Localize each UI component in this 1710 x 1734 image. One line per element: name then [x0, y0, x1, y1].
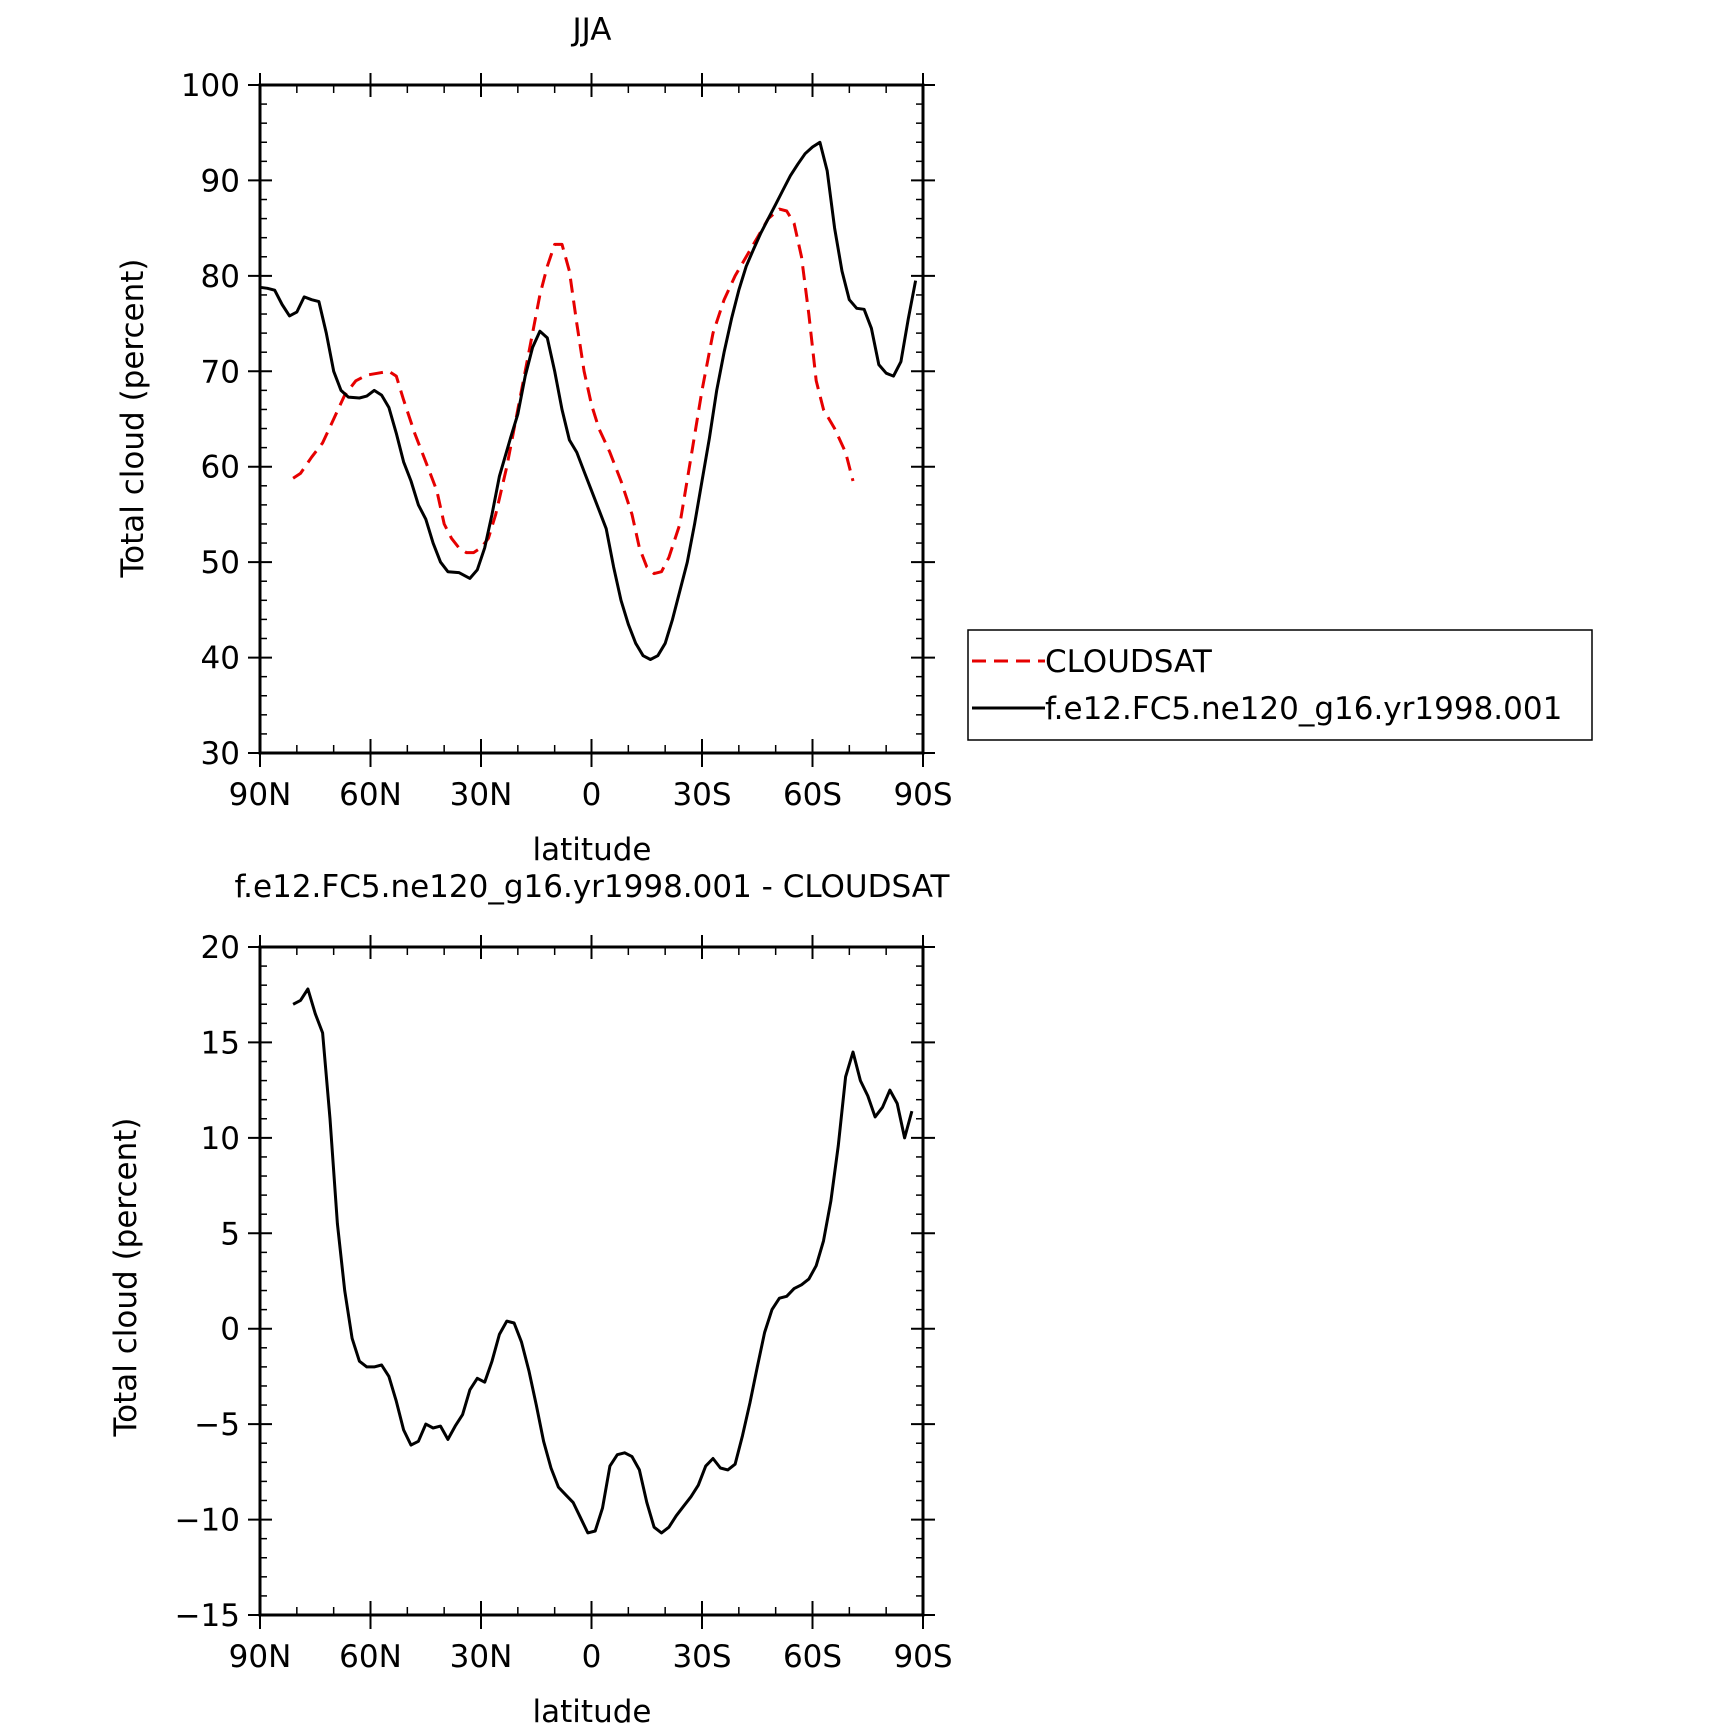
x-tick-label: 0 [582, 777, 602, 813]
x-tick-label: 90N [229, 1639, 292, 1675]
y-tick-label: 70 [201, 354, 240, 390]
x-tick-label: 0 [582, 1639, 602, 1675]
top-panel: JJA Total cloud (percent) latitude 30 40 5… [115, 12, 1593, 868]
x-tick-label: 30N [450, 1639, 513, 1675]
x-axis-label: latitude [533, 832, 652, 868]
y-tick-label: −10 [175, 1503, 240, 1539]
y-tick-label: −15 [175, 1598, 240, 1634]
legend-box [967, 629, 1593, 741]
series-line-0 [292, 987, 914, 1535]
y-tick-label: −5 [194, 1407, 240, 1443]
x-tick-label: 90S [893, 1639, 952, 1675]
plot-frame [258, 83, 925, 755]
x-tick-label: 30S [672, 1639, 731, 1675]
chart-title: f.e12.FC5.ne120_g16.yr1998.001 - CLOUDSA… [235, 869, 951, 905]
series-line-f-e12-fc5-ne120-g16-yr1998-001 [259, 140, 918, 661]
x-tick-label: 60N [339, 777, 402, 813]
y-tick-label: 20 [201, 930, 240, 966]
y-tick-label: 60 [201, 450, 240, 486]
chart-title: JJA [571, 12, 612, 48]
y-tick-label: 40 [201, 641, 240, 677]
y-axis-label: Total cloud (percent) [115, 259, 151, 579]
x-tick-label: 30S [672, 777, 731, 813]
y-tick-label: 50 [201, 545, 240, 581]
y-tick-label: 80 [201, 259, 240, 295]
y-tick-label: 100 [181, 68, 240, 104]
x-axis-label: latitude [533, 1694, 652, 1730]
x-tick-label: 30N [450, 777, 513, 813]
y-tick-label: 15 [201, 1025, 240, 1061]
legend-label-model: f.e12.FC5.ne120_g16.yr1998.001 [1045, 691, 1562, 727]
legend: CLOUDSAT f.e12.FC5.ne120_g16.yr1998.001 [967, 629, 1593, 741]
y-tick-label: 90 [201, 163, 240, 199]
legend-label-cloudsat: CLOUDSAT [1045, 644, 1213, 680]
x-tick-label: 60N [339, 1639, 402, 1675]
x-tick-label: 90N [229, 777, 292, 813]
bottom-panel: f.e12.FC5.ne120_g16.yr1998.001 - CLOUDSA… [108, 869, 953, 1730]
y-tick-label: 10 [201, 1121, 240, 1157]
y-axis-label: Total cloud (percent) [108, 1118, 144, 1438]
plot-frame [258, 945, 925, 1617]
y-tick-label: 0 [220, 1312, 240, 1348]
x-tick-label: 60S [783, 1639, 842, 1675]
y-tick-label: 5 [220, 1216, 240, 1252]
x-tick-label: 60S [783, 777, 842, 813]
y-tick-label: 30 [201, 736, 240, 772]
x-tick-label: 90S [893, 777, 952, 813]
